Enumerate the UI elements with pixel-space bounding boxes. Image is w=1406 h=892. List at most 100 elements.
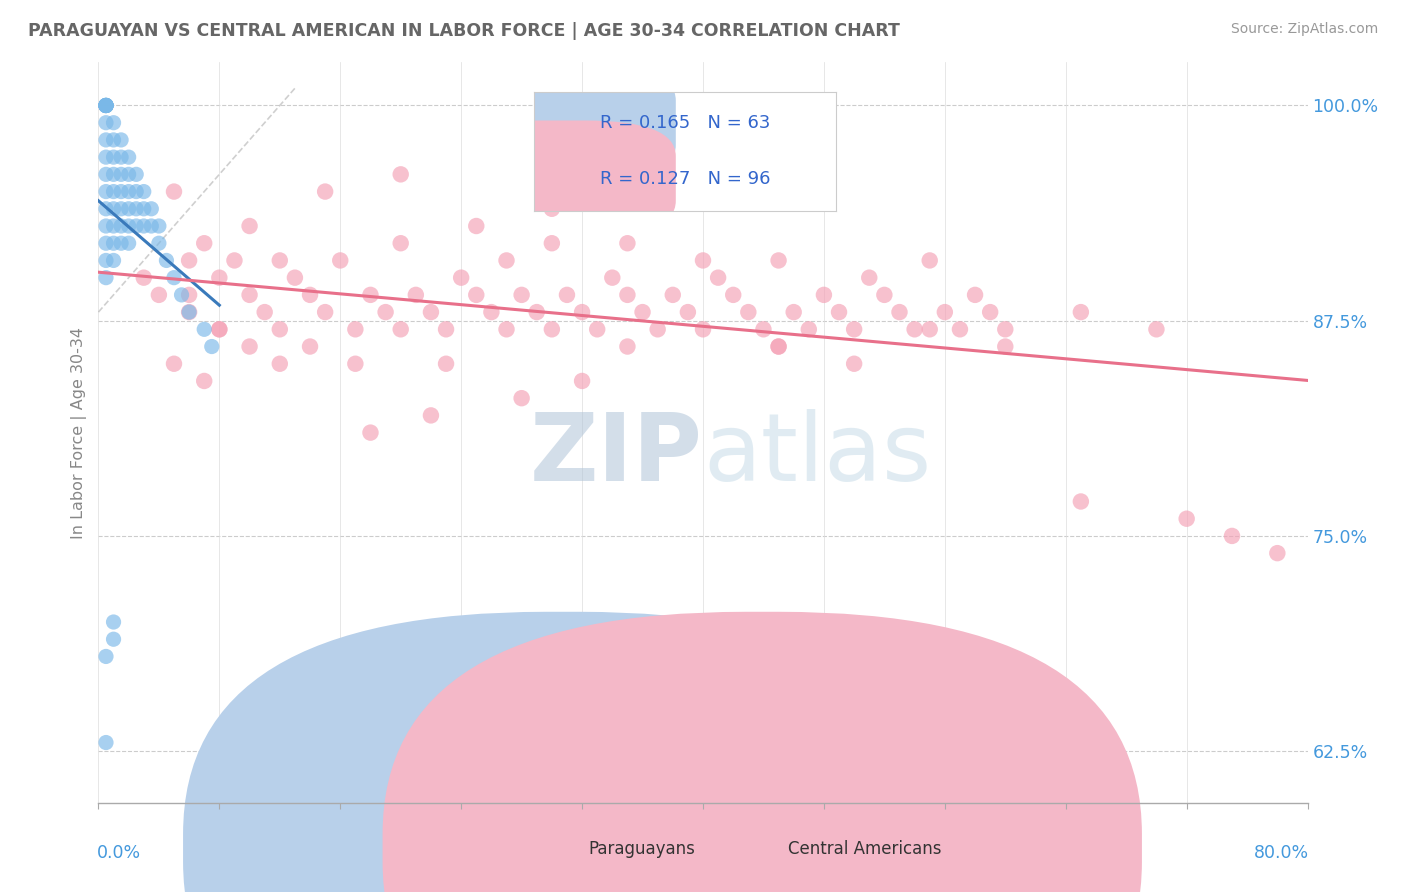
Point: [103, 219, 125, 233]
Point: [269, 357, 291, 371]
FancyBboxPatch shape: [183, 612, 942, 892]
Point: [148, 288, 170, 302]
Point: [193, 374, 215, 388]
Point: [329, 253, 352, 268]
Point: [103, 202, 125, 216]
Point: [510, 288, 533, 302]
FancyBboxPatch shape: [382, 612, 1142, 892]
Point: [125, 219, 148, 233]
Point: [904, 322, 927, 336]
Point: [1220, 529, 1243, 543]
Text: ZIP: ZIP: [530, 409, 703, 500]
Point: [737, 305, 759, 319]
Point: [163, 270, 186, 285]
Point: [828, 305, 851, 319]
Point: [94, 150, 117, 164]
Point: [844, 322, 866, 336]
Point: [420, 409, 443, 423]
Point: [965, 288, 987, 302]
Text: Paraguayans: Paraguayans: [588, 839, 695, 858]
Point: [934, 305, 956, 319]
Point: [118, 150, 141, 164]
Point: [752, 322, 775, 336]
Point: [239, 219, 262, 233]
Point: [141, 219, 163, 233]
Point: [125, 185, 148, 199]
Text: 80.0%: 80.0%: [1254, 844, 1309, 862]
Point: [103, 615, 125, 629]
Point: [768, 253, 790, 268]
Point: [389, 167, 412, 181]
Point: [631, 305, 654, 319]
Point: [586, 322, 609, 336]
Point: [540, 202, 562, 216]
Point: [118, 219, 141, 233]
Point: [163, 357, 186, 371]
Point: [94, 270, 117, 285]
Point: [918, 253, 941, 268]
Point: [103, 253, 125, 268]
Point: [269, 253, 291, 268]
Point: [224, 253, 246, 268]
Point: [420, 305, 443, 319]
Point: [179, 288, 201, 302]
Point: [141, 202, 163, 216]
Point: [994, 339, 1017, 353]
Point: [148, 236, 170, 251]
Point: [873, 288, 896, 302]
Point: [602, 270, 624, 285]
Point: [314, 185, 336, 199]
Point: [481, 305, 503, 319]
Point: [118, 167, 141, 181]
Point: [94, 253, 117, 268]
Point: [299, 339, 322, 353]
Point: [103, 167, 125, 181]
Point: [616, 288, 638, 302]
Point: [103, 632, 125, 647]
Point: [163, 185, 186, 199]
Point: [405, 288, 427, 302]
Point: [103, 185, 125, 199]
Point: [465, 219, 488, 233]
Point: [170, 288, 193, 302]
Point: [94, 98, 117, 112]
Point: [94, 202, 117, 216]
Point: [647, 322, 669, 336]
Point: [360, 425, 382, 440]
Point: [208, 322, 231, 336]
Point: [94, 167, 117, 181]
Point: [179, 305, 201, 319]
Point: [110, 167, 132, 181]
Point: [571, 305, 593, 319]
Point: [193, 322, 215, 336]
Point: [193, 236, 215, 251]
Point: [110, 202, 132, 216]
Point: [389, 236, 412, 251]
Point: [344, 322, 367, 336]
Point: [103, 150, 125, 164]
Point: [723, 288, 745, 302]
Point: [540, 322, 562, 336]
Point: [94, 98, 117, 112]
Point: [1070, 305, 1092, 319]
Point: [201, 339, 224, 353]
Point: [103, 236, 125, 251]
Point: [179, 305, 201, 319]
Point: [1175, 512, 1198, 526]
Point: [94, 98, 117, 112]
Point: [889, 305, 911, 319]
Point: [208, 322, 231, 336]
Point: [155, 253, 177, 268]
Point: [94, 185, 117, 199]
Point: [540, 236, 562, 251]
Point: [269, 322, 291, 336]
Point: [179, 253, 201, 268]
Point: [314, 305, 336, 319]
Point: [118, 236, 141, 251]
Point: [110, 150, 132, 164]
Point: [813, 288, 835, 302]
Text: PARAGUAYAN VS CENTRAL AMERICAN IN LABOR FORCE | AGE 30-34 CORRELATION CHART: PARAGUAYAN VS CENTRAL AMERICAN IN LABOR …: [28, 22, 900, 40]
Point: [118, 202, 141, 216]
Point: [284, 270, 307, 285]
Point: [125, 202, 148, 216]
